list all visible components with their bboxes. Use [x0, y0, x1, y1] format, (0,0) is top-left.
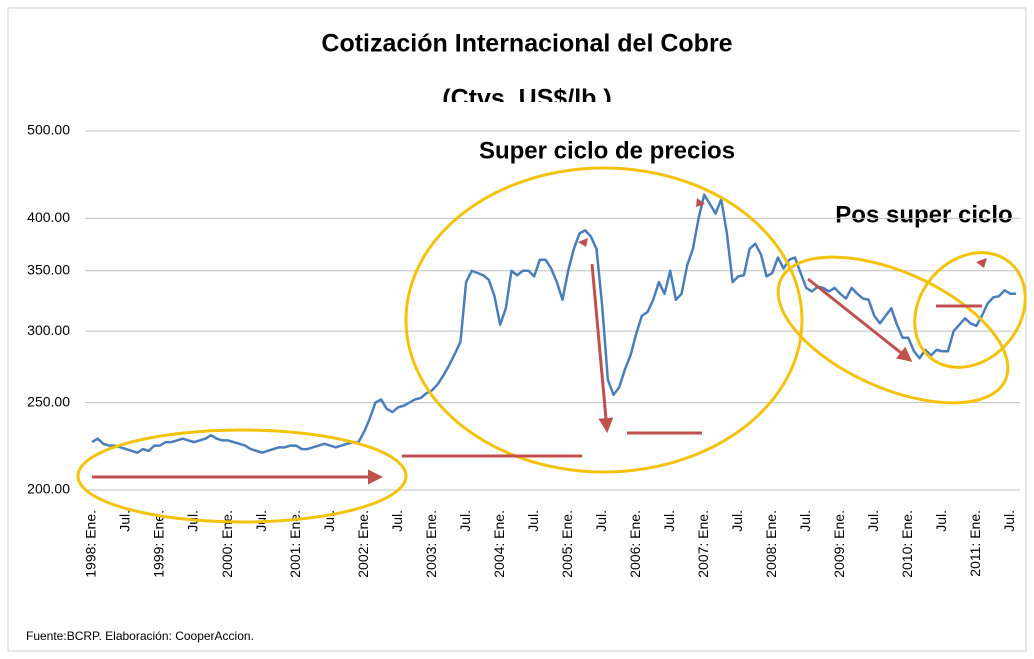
x-tick-label: 2011: Ene. — [967, 510, 983, 577]
x-tick-label: 2003: Ene. — [423, 510, 439, 578]
line-series — [91, 193, 1016, 454]
x-tick-label: 2002: Ene. — [355, 510, 371, 578]
x-tick-label: 2008: Ene. — [763, 510, 779, 578]
x-tick-label: Jul. — [593, 510, 609, 532]
ellipse — [776, 255, 1010, 405]
annotations-shapes — [76, 166, 1027, 524]
source-note: Fuente:BCRP. Elaboración: CooperAccion. — [26, 629, 254, 643]
y-tick-label: 500.00 — [27, 122, 70, 138]
x-tick-label: Jul. — [661, 510, 677, 532]
x-tick-label: 2007: Ene. — [695, 510, 711, 578]
x-tick-label: 2000: Ene. — [219, 510, 235, 578]
ellipse — [913, 251, 1027, 369]
x-tick-label: 2009: Ene. — [831, 510, 847, 578]
x-tick-label: 2006: Ene. — [627, 510, 643, 578]
chart-subtitle: (Ctvs. US$/lb.) — [442, 85, 611, 113]
x-tick-label: Jul. — [525, 510, 541, 532]
plot — [91, 193, 1016, 454]
x-tick-label: Jul. — [457, 510, 473, 532]
annotation: Pos super ciclo — [835, 201, 1012, 228]
x-tick-label: 2004: Ene. — [491, 510, 507, 578]
x-tick-label: Jul. — [865, 510, 881, 532]
chart-title: Cotización Internacional del Cobre — [321, 30, 732, 58]
x-tick-label: 2010: Ene. — [899, 510, 915, 578]
x-tick-label: Jul. — [389, 510, 405, 532]
x-tick-label: Jul. — [729, 510, 745, 532]
y-tick-label: 350.00 — [27, 261, 70, 277]
arrow-head — [578, 238, 588, 247]
y-tick-label: 300.00 — [27, 322, 70, 338]
y-tick-label: 400.00 — [27, 209, 70, 225]
annotation: Super ciclo de precios — [479, 137, 735, 164]
x-tick-label: 1999: Ene. — [151, 510, 167, 578]
x-tick-label: 1998: Ene. — [83, 510, 99, 578]
ellipse — [404, 166, 804, 474]
ellipse — [76, 428, 408, 524]
grid: 200.00 250.00 300.00 350.00 400.00 500.00 1998… — [27, 122, 1020, 578]
x-tick-label: 2001: Ene. — [287, 510, 303, 578]
arrow — [807, 277, 913, 362]
arrow — [590, 263, 614, 433]
arrow-head — [976, 258, 987, 268]
x-tick-label: Jul. — [933, 510, 949, 532]
arrow-head — [696, 198, 705, 207]
x-tick-label: Jul. — [117, 510, 133, 532]
x-tick-label: 2005: Ene. — [559, 510, 575, 578]
y-tick-label: 200.00 — [27, 481, 70, 497]
x-tick-label: Jul. — [1001, 510, 1017, 532]
y-tick-label: 250.00 — [27, 393, 70, 409]
chart-border — [7, 7, 1027, 652]
x-tick-label: Jul. — [797, 510, 813, 532]
